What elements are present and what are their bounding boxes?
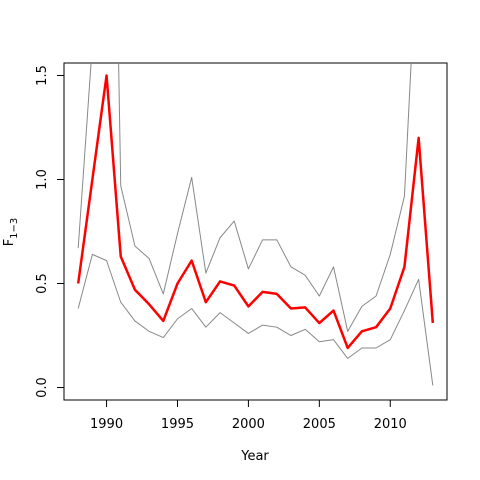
series-line — [77, 63, 412, 332]
y-axis-title-subscript: 1−3 — [9, 218, 20, 239]
y-tick-label: 0.0 — [35, 377, 50, 398]
y-tick-label: 1.5 — [35, 65, 50, 86]
x-tick-label: 2010 — [374, 417, 407, 432]
x-axis-title: Year — [240, 449, 269, 464]
x-tick-label: 2000 — [232, 417, 265, 432]
x-tick-label: 1995 — [161, 417, 194, 432]
series-line — [76, 74, 435, 350]
plot-frame — [63, 62, 448, 401]
lines — [76, 63, 435, 386]
x-tick-label: 2005 — [303, 417, 336, 432]
y-axis-title-base: F — [2, 239, 17, 246]
y-tick-label: 0.5 — [35, 273, 50, 294]
y-tick-label: 1.0 — [35, 169, 50, 190]
series-line — [77, 253, 434, 386]
y-axis-title: F1−3 — [2, 218, 20, 247]
x-tick-label: 1990 — [90, 417, 123, 432]
